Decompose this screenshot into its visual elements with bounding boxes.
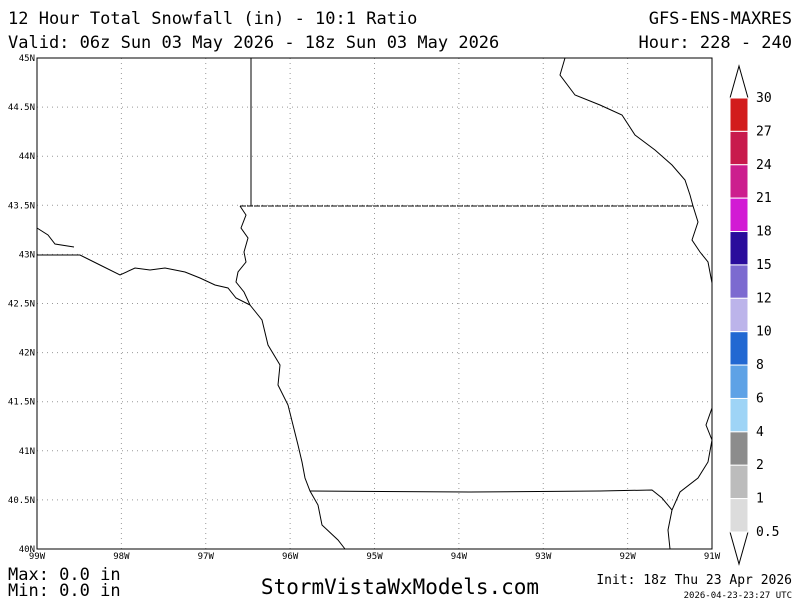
lon-label: 95W [366,552,383,562]
timestamp: 2026-04-23-23:27 UTC [684,591,792,600]
min-value: Min: 0.0 in [8,581,121,600]
lat-label: 42N [19,349,35,359]
lat-label: 40N [19,545,35,555]
lon-label: 96W [282,552,299,562]
colorbar-label: 18 [756,225,772,240]
colorbar-segment [729,97,749,132]
colorbar-segment [729,197,749,233]
colorbar-segment [729,464,749,500]
border [559,57,713,284]
grid [36,57,713,550]
lon-label: 94W [451,552,468,562]
colorbar-label: 15 [756,258,772,273]
lon-label: 91W [704,552,721,562]
colorbar-segment [729,364,749,399]
colorbar-label: 1 [756,492,764,507]
colorbar-label: 30 [756,91,772,106]
colorbar-segment [729,297,749,333]
colorbar-label: 0.5 [756,525,779,540]
colorbar-segment [729,164,749,199]
colorbar-label: 24 [756,158,772,173]
lat-label: 41N [19,447,35,457]
lat-label: 45N [19,54,35,64]
colorbar-segment [729,431,749,466]
init-time: Init: 18z Thu 23 Apr 2026 [596,573,792,588]
border [37,254,251,306]
colorbar-segment [729,331,749,366]
valid-time: Valid: 06z Sun 03 May 2026 - 18z Sun 03 … [8,33,499,53]
lon-label: 98W [113,552,130,562]
colorbar-arrow [729,531,749,566]
colorbar-label: 10 [756,325,772,340]
border [309,489,673,511]
lon-label: 97W [198,552,215,562]
lon-label: 92W [619,552,636,562]
colorbar-label: 2 [756,458,764,473]
colorbar-segment [729,130,749,166]
colorbar-segment [729,498,749,533]
colorbar-segment [729,231,749,266]
lat-label: 44N [19,152,35,162]
lat-label: 42.5N [8,300,35,310]
lat-label: 40.5N [8,496,35,506]
colorbar-label: 4 [756,425,764,440]
colorbar-label: 6 [756,391,764,406]
colorbar-label: 21 [756,191,772,206]
forecast-hour: Hour: 228 - 240 [638,33,792,53]
lat-label: 44.5N [8,103,35,113]
lat-label: 43.5N [8,201,35,211]
lon-label: 99W [29,552,46,562]
colorbar-segment [729,397,749,433]
max-value: Max: 0.0 in [8,565,121,585]
colorbar-arrow [729,64,749,99]
colorbar-label: 8 [756,358,764,373]
lat-label: 43N [19,250,35,260]
site-name: StormVistaWxModels.com [261,575,539,599]
border [235,205,346,550]
border [36,227,75,248]
colorbar-segment [729,264,749,299]
lon-label: 93W [535,552,552,562]
title: 12 Hour Total Snowfall (in) - 10:1 Ratio [8,9,417,29]
model-name: GFS-ENS-MAXRES [649,9,792,29]
borders [36,57,713,550]
map-frame [36,57,713,550]
colorbar-label: 27 [756,124,772,139]
lat-label: 41.5N [8,398,35,408]
colorbar-label: 12 [756,291,772,306]
border [667,407,713,550]
